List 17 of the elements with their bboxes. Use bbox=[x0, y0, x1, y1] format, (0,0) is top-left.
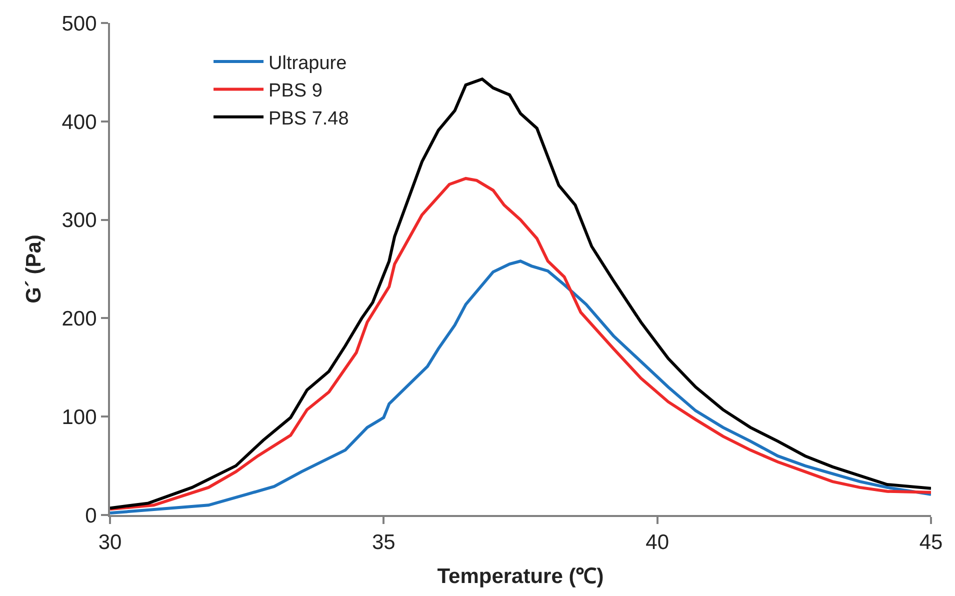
x-axis-title: Temperature (℃) bbox=[437, 564, 604, 588]
y-axis-title: G´ (Pa) bbox=[22, 234, 46, 304]
legend-label: PBS 7.48 bbox=[268, 108, 349, 130]
y-tick-label: 0 bbox=[85, 504, 97, 528]
x-tick-label: 35 bbox=[372, 531, 396, 554]
legend-label: Ultrapure bbox=[268, 52, 347, 74]
x-tick-label: 30 bbox=[98, 531, 122, 554]
y-tick-label: 500 bbox=[62, 12, 97, 36]
y-tick-label: 100 bbox=[62, 406, 97, 429]
y-tick-label: 300 bbox=[62, 209, 97, 232]
line-series bbox=[110, 176, 931, 511]
line-series bbox=[110, 78, 931, 510]
x-tick-label: 40 bbox=[646, 531, 670, 554]
x-tick-label: 45 bbox=[919, 531, 943, 554]
legend-label: PBS 9 bbox=[268, 80, 322, 102]
y-tick-label: 200 bbox=[62, 308, 97, 331]
y-tick-label: 400 bbox=[62, 110, 97, 134]
